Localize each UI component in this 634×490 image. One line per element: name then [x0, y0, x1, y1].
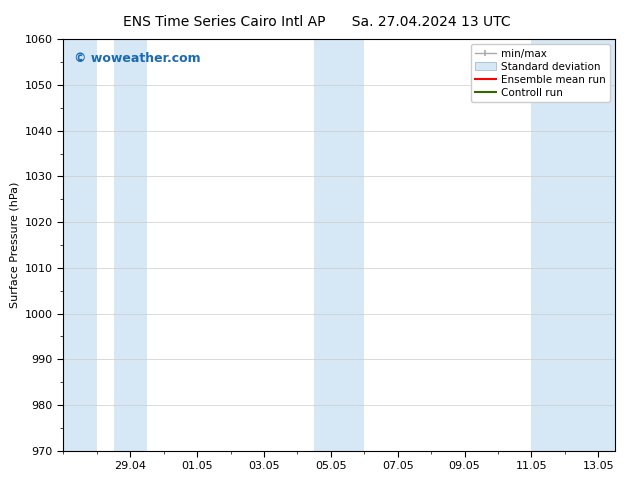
Bar	[113, 39, 147, 451]
Bar	[531, 39, 615, 451]
Text: © woweather.com: © woweather.com	[74, 51, 201, 65]
Y-axis label: Surface Pressure (hPa): Surface Pressure (hPa)	[10, 182, 19, 308]
Bar	[63, 39, 97, 451]
Bar	[314, 39, 365, 451]
Legend: min/max, Standard deviation, Ensemble mean run, Controll run: min/max, Standard deviation, Ensemble me…	[470, 45, 610, 102]
Text: ENS Time Series Cairo Intl AP      Sa. 27.04.2024 13 UTC: ENS Time Series Cairo Intl AP Sa. 27.04.…	[123, 15, 511, 29]
